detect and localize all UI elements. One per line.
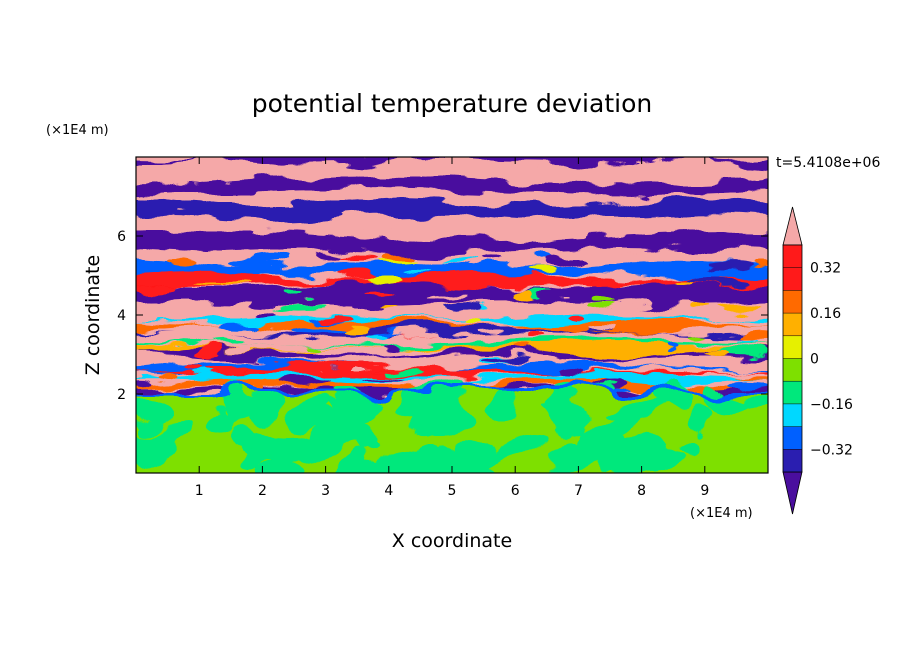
y-tick-label: 6 (117, 229, 126, 245)
x-tick-label: 1 (195, 483, 204, 499)
colorbar-segment (783, 335, 802, 359)
colorbar-segment (783, 403, 802, 427)
colorbar-segment (783, 245, 802, 268)
colorbar-segment (783, 313, 802, 336)
y-axis-label: Z coordinate (82, 255, 104, 375)
colorbar-label: 0.16 (810, 306, 841, 322)
plot-area (136, 157, 768, 473)
y-tick-label: 2 (117, 387, 126, 403)
colorbar-segment (783, 267, 802, 291)
x-axis-label: X coordinate (392, 530, 512, 552)
x-tick-label: 8 (637, 483, 646, 499)
x-unit-label: (×1E4 m) (690, 506, 753, 521)
colorbar-segment (783, 426, 802, 450)
colorbar-segment (783, 449, 802, 472)
x-tick-label: 7 (574, 483, 583, 499)
time-label: t=5.4108e+06 (776, 155, 880, 171)
x-axis: 1 2 3 4 5 6 7 8 9 (195, 157, 709, 499)
x-tick-label: 5 (448, 483, 457, 499)
x-tick-label: 9 (700, 483, 709, 499)
colorbar-label: 0 (810, 352, 819, 368)
colorbar-segment (783, 381, 802, 404)
x-tick-label: 4 (384, 483, 393, 499)
colorbar-segment (783, 358, 802, 382)
colorbar: 0.32 0.16 0 −0.16 −0.32 (782, 206, 853, 515)
chart-title: potential temperature deviation (252, 89, 652, 118)
y-unit-label: (×1E4 m) (46, 123, 109, 138)
x-tick-label: 2 (258, 483, 267, 499)
x-tick-label: 3 (321, 483, 330, 499)
y-axis: 2 4 6 (117, 229, 768, 403)
colorbar-label: −0.16 (810, 397, 853, 413)
x-tick-label: 6 (511, 483, 520, 499)
colorbar-label: 0.32 (810, 261, 841, 277)
colorbar-extend-min (782, 471, 803, 515)
y-tick-label: 4 (117, 308, 126, 324)
colorbar-extend-max (782, 206, 803, 246)
colorbar-label: −0.32 (810, 442, 853, 458)
colorbar-segment (783, 290, 802, 314)
